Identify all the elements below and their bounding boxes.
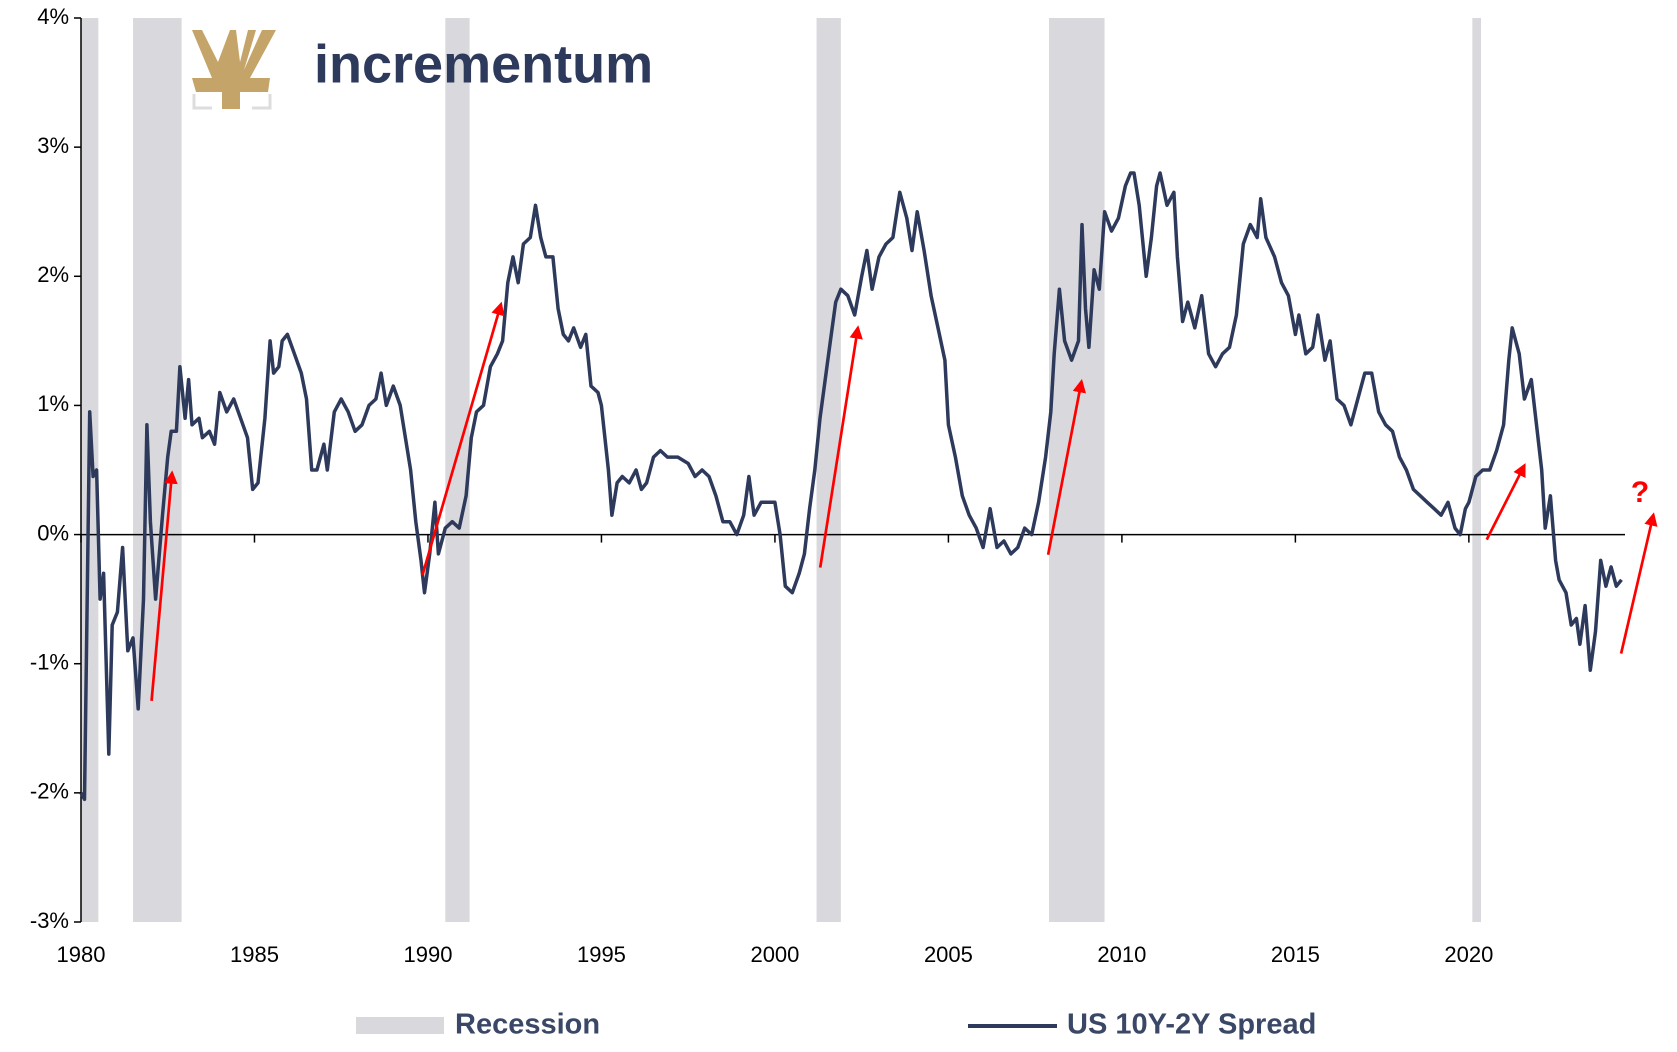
x-tick-label: 2000 [750,942,799,967]
axes: -3% -2% -1% 0% 1% 2% 3% 4% 1980 1985 1990 1995 2000 2… [30,4,1625,967]
y-tick-label: 4% [37,4,69,29]
x-tick-label: 2015 [1271,942,1320,967]
x-tick-label: 2010 [1097,942,1146,967]
legend-label: US 10Y-2Y Spread [1067,1009,1316,1041]
y-tick-label: -2% [30,779,69,804]
recession-bands [81,18,1482,922]
logo-icon [192,30,276,110]
logo: incrementum [314,34,653,94]
annotation: ? [1631,476,1649,509]
x-tick-label: 1990 [403,942,452,967]
y-tick-label: 1% [37,391,69,416]
recession-band [133,18,182,922]
y-tick-label: 0% [37,520,69,545]
x-tick-label: 1985 [230,942,279,967]
annotation-arrows [150,301,1658,702]
recession-band [445,18,470,922]
arrow [1619,512,1658,654]
legend-swatch [356,1017,444,1034]
arrow [421,301,505,576]
series [79,171,1623,802]
arrow [150,470,178,702]
x-tick-label: 1980 [57,942,106,967]
y-tick-label: 3% [37,133,69,158]
arrow [818,325,863,568]
series-line [79,171,1623,802]
y-tick-label: 2% [37,262,69,287]
y-tick-label: -1% [30,650,69,675]
recession-band [1049,18,1105,922]
arrow [1485,463,1526,541]
x-tick-label: 2005 [924,942,973,967]
recession-band [1472,18,1482,922]
x-tick-label: 1995 [577,942,626,967]
recession-band [816,18,841,922]
y-tick-label: -3% [30,908,69,933]
legend-label: Recession [455,1009,600,1041]
arrow [1046,378,1087,555]
x-tick-label: 2020 [1444,942,1493,967]
